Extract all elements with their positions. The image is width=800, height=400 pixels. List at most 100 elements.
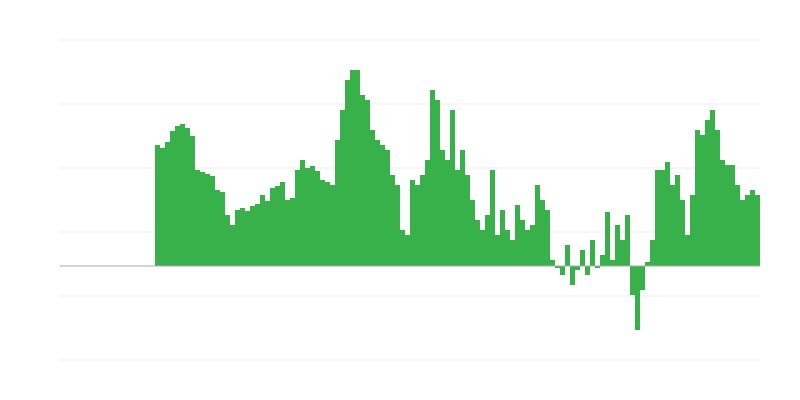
- bar: [260, 195, 265, 266]
- bar: [735, 185, 740, 266]
- bar: [235, 210, 240, 266]
- bar: [210, 176, 215, 266]
- bar: [185, 128, 190, 266]
- bar: [450, 110, 455, 266]
- bar: [650, 240, 655, 266]
- bar: [640, 266, 645, 290]
- bar: [415, 185, 420, 266]
- bar: [285, 200, 290, 266]
- bar: [505, 230, 510, 266]
- bar: [645, 262, 650, 266]
- bar: [165, 142, 170, 266]
- bar: [720, 160, 725, 266]
- bar: [385, 150, 390, 266]
- bar: [170, 131, 175, 266]
- bar: [705, 120, 710, 266]
- bar: [360, 95, 365, 266]
- bar: [565, 245, 570, 266]
- bar: [365, 100, 370, 266]
- bar: [550, 260, 555, 266]
- bar: [215, 190, 220, 266]
- bar: [475, 220, 480, 266]
- bar: [200, 172, 205, 266]
- bar: [350, 70, 355, 266]
- bar: [520, 220, 525, 266]
- bar: [590, 240, 595, 266]
- bar: [435, 100, 440, 266]
- bar: [465, 175, 470, 266]
- bar: [500, 210, 505, 266]
- bar: [530, 225, 535, 266]
- bar: [515, 205, 520, 266]
- bar: [510, 240, 515, 266]
- bar: [245, 211, 250, 266]
- bar: [665, 162, 670, 266]
- bar: [405, 235, 410, 266]
- bar: [545, 210, 550, 266]
- bar: [555, 266, 560, 268]
- bar: [710, 110, 715, 266]
- bar: [295, 170, 300, 266]
- bar: [355, 70, 360, 266]
- bar: [320, 180, 325, 266]
- bar: [635, 266, 640, 330]
- bar: [495, 235, 500, 266]
- bar: [390, 175, 395, 266]
- bar: [605, 212, 610, 266]
- bar: [410, 180, 415, 266]
- bar: [480, 230, 485, 266]
- bar: [280, 182, 285, 266]
- bar: [525, 230, 530, 266]
- bar: [340, 110, 345, 266]
- bar: [730, 165, 735, 266]
- bar: [220, 192, 225, 266]
- bar: [195, 170, 200, 266]
- bar: [325, 182, 330, 266]
- bar: [625, 215, 630, 266]
- bar: [615, 225, 620, 266]
- bar: [660, 170, 665, 266]
- bar: [600, 255, 605, 266]
- bar: [690, 195, 695, 266]
- bar: [670, 185, 675, 266]
- bar: [160, 148, 165, 266]
- bar: [205, 174, 210, 266]
- bar: [380, 145, 385, 266]
- bar: [425, 160, 430, 266]
- bar: [585, 266, 590, 275]
- bar: [595, 266, 600, 268]
- bar: [310, 166, 315, 266]
- bar: [535, 185, 540, 266]
- bar: [540, 200, 545, 266]
- bar: [490, 170, 495, 266]
- bar: [315, 171, 320, 266]
- bar: [470, 200, 475, 266]
- bar: [750, 190, 755, 266]
- bar: [430, 90, 435, 266]
- bar: [250, 206, 255, 266]
- bar: [190, 136, 195, 266]
- bar: [725, 165, 730, 266]
- bar: [675, 175, 680, 266]
- bar: [265, 201, 270, 266]
- bar: [575, 266, 580, 270]
- bar: [630, 266, 635, 295]
- bar: [335, 140, 340, 266]
- bar: [290, 198, 295, 266]
- bar: [395, 185, 400, 266]
- bar: [560, 266, 565, 275]
- bar: [485, 215, 490, 266]
- bar: [225, 215, 230, 266]
- bar: [275, 186, 280, 266]
- bar: [695, 130, 700, 266]
- bar: [460, 150, 465, 266]
- bar: [300, 160, 305, 266]
- bar: [330, 185, 335, 266]
- bar: [440, 150, 445, 266]
- bar: [240, 208, 245, 266]
- bar: [580, 250, 585, 266]
- bar: [570, 266, 575, 285]
- bar: [740, 200, 745, 266]
- bar: [305, 168, 310, 266]
